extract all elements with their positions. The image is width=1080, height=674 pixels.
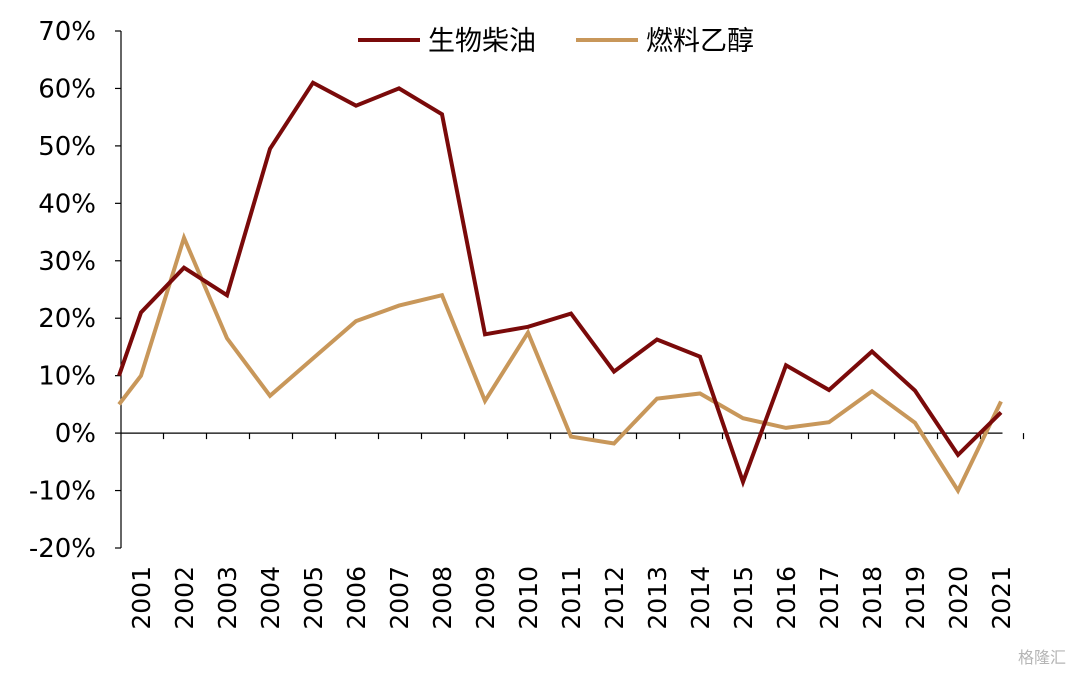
x-tick-label: 2017 — [815, 566, 844, 630]
x-tick-label: 2007 — [385, 566, 414, 630]
x-tick-label: 2003 — [213, 566, 242, 630]
x-tick-label: 2011 — [557, 566, 586, 630]
x-tick-label: 2001 — [127, 566, 156, 630]
y-tick-label: 0% — [55, 419, 96, 449]
x-tick-label: 2016 — [772, 566, 801, 630]
x-tick-label: 2014 — [686, 566, 715, 630]
x-tick-label: 2012 — [600, 566, 629, 630]
y-tick-label: -10% — [29, 477, 96, 507]
x-tick-label: 2015 — [729, 566, 758, 630]
y-tick-label: 70% — [38, 17, 96, 47]
axes: 70% 60% 50% 40% 30% 20% 10% 0% -10% -20% 2001 2002 2… — [29, 17, 1025, 630]
y-tick-label: 30% — [38, 247, 96, 277]
x-tick-label: 2002 — [170, 566, 199, 630]
watermark-text: 格隆汇 — [1017, 648, 1066, 667]
y-tick-label: 50% — [38, 132, 96, 162]
x-tick-label: 2006 — [342, 566, 371, 630]
series-line-fuel-ethanol — [117, 232, 1003, 495]
x-tick-label: 2013 — [643, 566, 672, 630]
x-tick-label: 2004 — [256, 566, 285, 630]
watermark: 格隆汇 — [1018, 644, 1066, 668]
x-tick-label: 2020 — [944, 566, 973, 630]
y-tick-label: 40% — [38, 189, 96, 219]
series-lines — [117, 80, 1003, 495]
x-tick-label: 2008 — [428, 566, 457, 630]
legend-label: 燃料乙醇 — [646, 26, 754, 57]
x-tick-label: 2018 — [858, 566, 887, 630]
x-tick-label: 2021 — [987, 566, 1016, 630]
y-tick-label: 60% — [38, 74, 96, 104]
series-line-biodiesel — [117, 80, 1003, 488]
x-tick-label: 2005 — [299, 566, 328, 630]
y-tick-label: 20% — [38, 304, 96, 334]
y-tick-label: 10% — [38, 362, 96, 392]
legend: 生物柴油 燃料乙醇 — [358, 26, 754, 57]
x-tick-label: 2009 — [471, 566, 500, 630]
y-tick-label: -20% — [29, 534, 96, 564]
x-tick-label: 2010 — [514, 566, 543, 630]
legend-label: 生物柴油 — [428, 26, 536, 57]
x-tick-label: 2019 — [901, 566, 930, 630]
